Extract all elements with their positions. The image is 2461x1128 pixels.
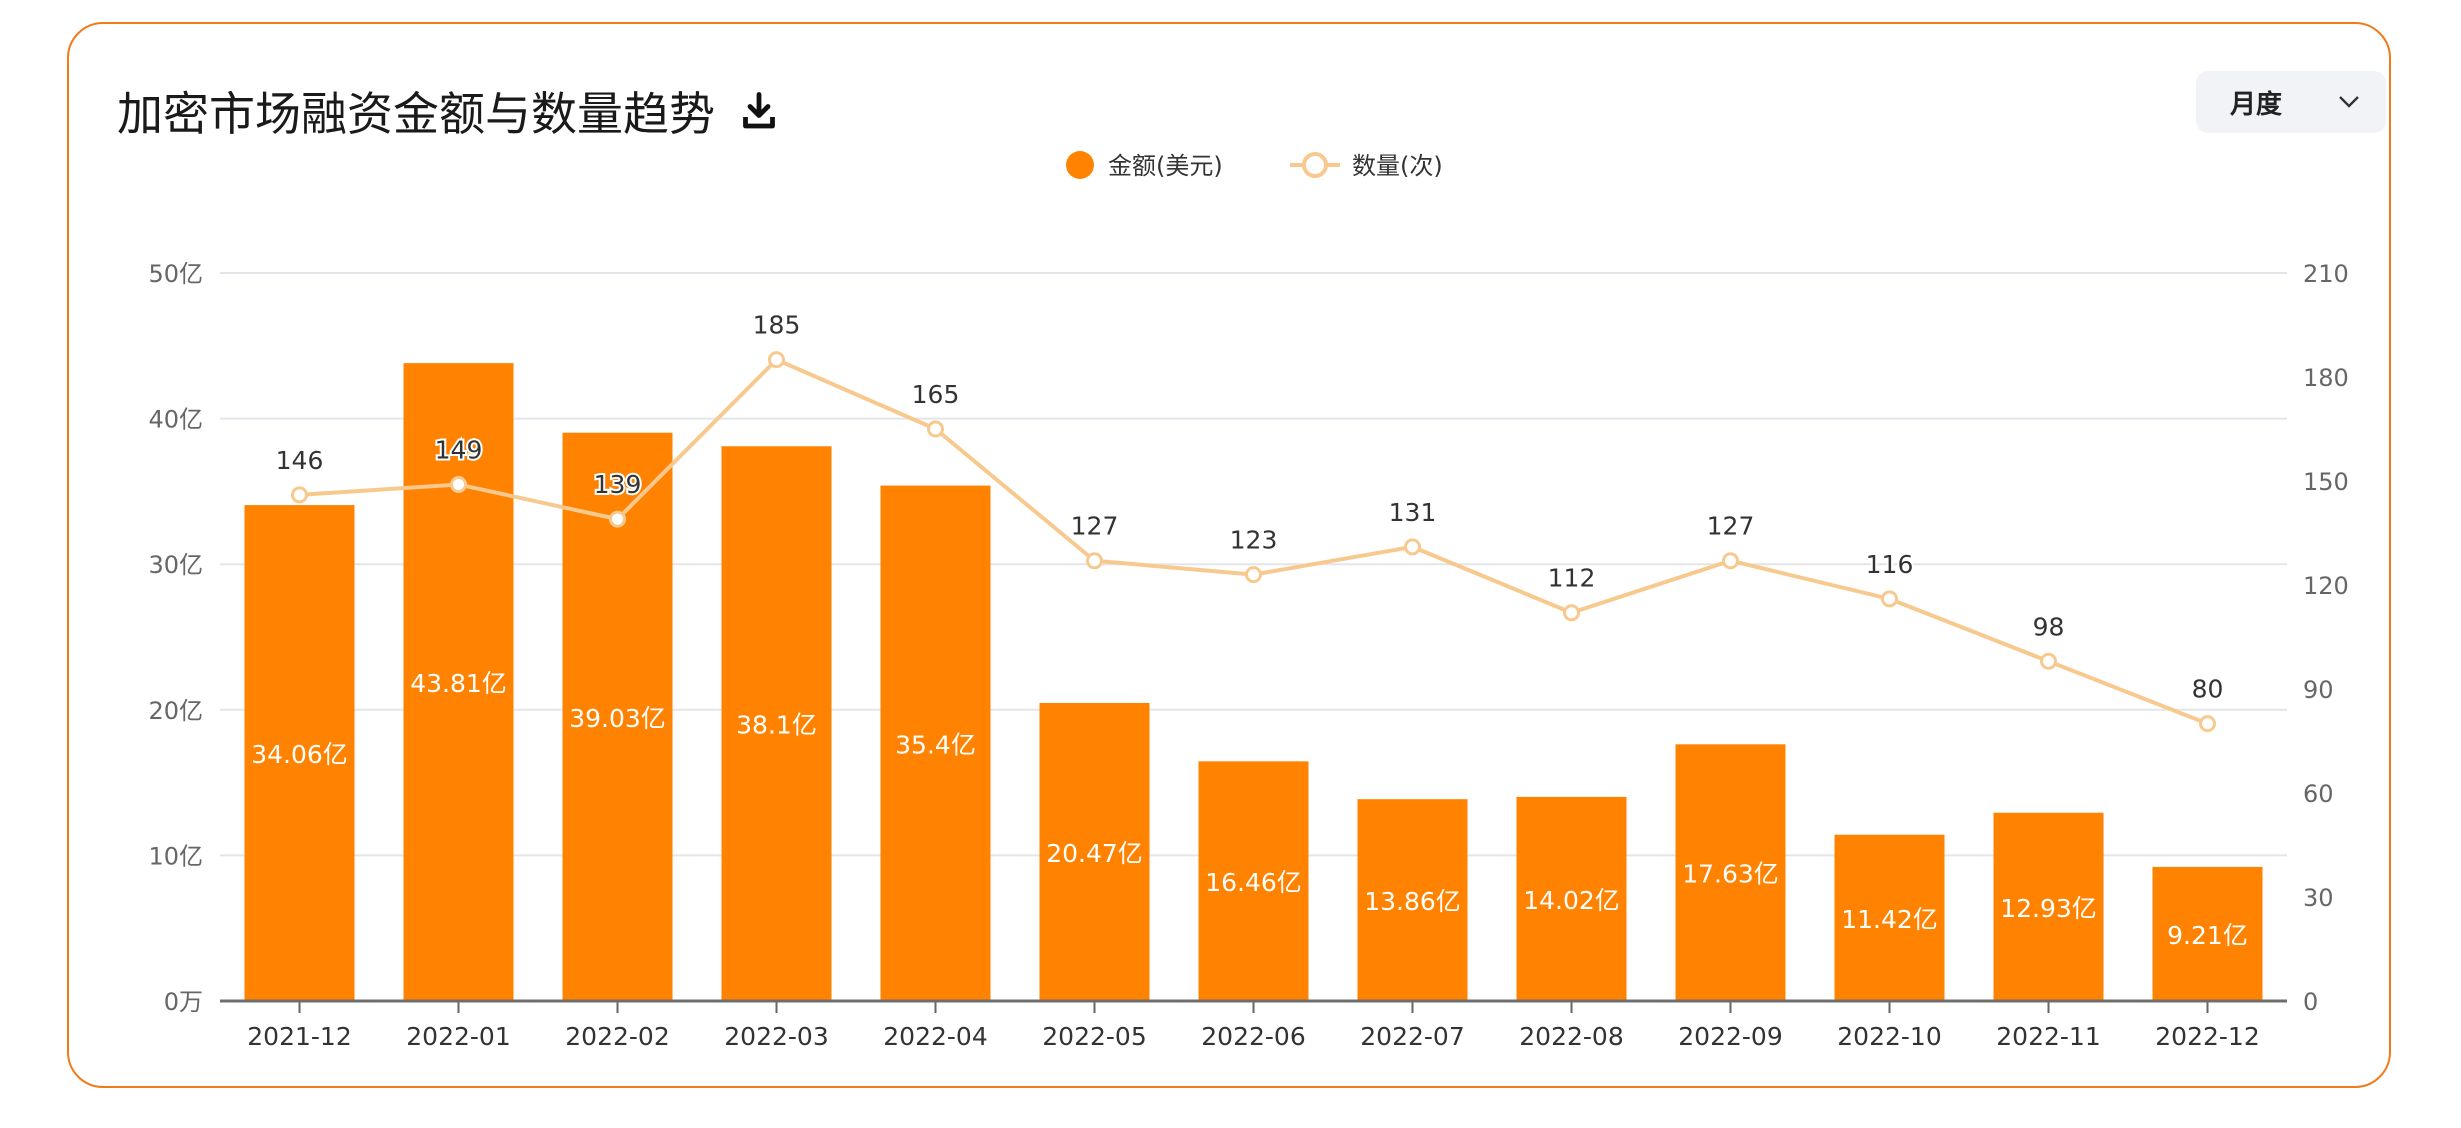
count-point — [768, 351, 785, 369]
count-data-label: 127 — [1707, 512, 1755, 541]
bar — [1357, 799, 1468, 1001]
bar — [880, 485, 991, 1001]
bar-data-label: 9.21亿 — [2167, 921, 2248, 950]
count-data-label: 123 — [1230, 526, 1278, 555]
bar — [2152, 866, 2263, 1001]
x-tick-label: 2022-11 — [1996, 1022, 2100, 1051]
count-data-label: 139 — [594, 470, 642, 499]
bar — [1675, 744, 1786, 1001]
x-tick-label: 2022-09 — [1678, 1022, 1782, 1051]
bar-data-label: 20.47亿 — [1046, 839, 1143, 868]
count-point — [1563, 604, 1580, 622]
bar — [244, 505, 355, 1001]
count-data-label: 80 — [2192, 675, 2224, 704]
y-right-tick-label: 150 — [2303, 468, 2349, 496]
bar-data-label: 43.81亿 — [410, 669, 507, 698]
y-right-tick-label: 0 — [2303, 988, 2318, 1016]
count-point — [2040, 652, 2057, 670]
count-data-label: 149 — [435, 435, 483, 464]
legend-bar-marker — [1066, 151, 1094, 179]
bar-data-label: 16.46亿 — [1205, 868, 1302, 897]
x-tick-label: 2022-02 — [565, 1022, 669, 1051]
count-point — [1086, 552, 1103, 570]
bar — [1198, 761, 1309, 1001]
count-point — [1245, 566, 1262, 584]
count-data-label: 185 — [753, 311, 801, 340]
y-left-tick-label: 40亿 — [148, 406, 203, 434]
count-point — [1881, 590, 1898, 608]
x-tick-label: 2022-12 — [2155, 1022, 2259, 1051]
legend-bar-label: 金额(美元) — [1108, 152, 1223, 180]
bar-data-label: 14.02亿 — [1523, 886, 1620, 915]
count-point — [2199, 715, 2216, 733]
count-point — [609, 510, 626, 528]
bar — [1993, 812, 2104, 1001]
y-right-tick-label: 180 — [2303, 364, 2349, 392]
bar — [1834, 834, 1945, 1001]
bar-data-label: 35.4亿 — [895, 730, 976, 759]
count-data-label: 127 — [1071, 512, 1119, 541]
bar-data-label: 38.1亿 — [736, 711, 817, 740]
bar-data-label: 13.86亿 — [1364, 887, 1461, 916]
count-data-label: 146 — [276, 446, 324, 475]
y-left-tick-label: 50亿 — [148, 260, 203, 288]
chart-title-row: 加密市场融资金额与数量趋势 — [117, 78, 777, 144]
x-tick-label: 2022-05 — [1042, 1022, 1146, 1051]
y-right-tick-label: 210 — [2303, 260, 2349, 288]
y-left-tick-label: 10亿 — [148, 842, 203, 870]
x-tick-label: 2022-06 — [1201, 1022, 1305, 1051]
chevron-down-icon — [2339, 96, 2359, 108]
y-right-tick-label: 60 — [2303, 780, 2334, 808]
y-left-tick-label: 0万 — [164, 988, 203, 1016]
count-data-label: 131 — [1389, 498, 1437, 527]
count-point — [927, 420, 944, 438]
x-tick-label: 2022-04 — [883, 1022, 987, 1051]
x-tick-label: 2022-10 — [1837, 1022, 1941, 1051]
y-left-tick-label: 20亿 — [148, 697, 203, 725]
count-data-label: 165 — [912, 380, 960, 409]
period-dropdown[interactable]: 月度 — [2196, 71, 2386, 133]
x-tick-label: 2022-07 — [1360, 1022, 1464, 1051]
bar — [1516, 796, 1627, 1001]
bar-data-label: 17.63亿 — [1682, 860, 1779, 889]
bar — [403, 363, 514, 1001]
bar — [1039, 702, 1150, 1001]
count-data-label: 112 — [1548, 564, 1596, 593]
bar-data-label: 12.93亿 — [2000, 894, 2097, 923]
bar-data-label: 39.03亿 — [569, 704, 666, 733]
y-right-tick-label: 30 — [2303, 884, 2334, 912]
count-point — [1404, 538, 1421, 556]
count-data-label: 98 — [2033, 612, 2065, 641]
legend-line-label: 数量(次) — [1352, 152, 1443, 180]
chart-title: 加密市场融资金额与数量趋势 — [117, 87, 715, 141]
x-tick-label: 2021-12 — [247, 1022, 351, 1051]
bar — [721, 446, 832, 1001]
download-icon[interactable] — [741, 91, 777, 131]
count-data-label: 116 — [1866, 550, 1914, 579]
y-right-tick-label: 120 — [2303, 572, 2349, 600]
x-tick-label: 2022-01 — [406, 1022, 510, 1051]
y-left-tick-label: 30亿 — [148, 551, 203, 579]
x-tick-label: 2022-03 — [724, 1022, 828, 1051]
legend-line-marker-dot — [1302, 152, 1328, 178]
count-point — [1722, 552, 1739, 570]
bar-data-label: 34.06亿 — [251, 740, 348, 769]
count-point — [450, 475, 467, 493]
bar-data-label: 11.42亿 — [1841, 905, 1938, 934]
y-right-tick-label: 90 — [2303, 676, 2334, 704]
period-dropdown-value: 月度 — [2230, 89, 2283, 120]
count-point — [291, 486, 308, 504]
x-tick-label: 2022-08 — [1519, 1022, 1623, 1051]
